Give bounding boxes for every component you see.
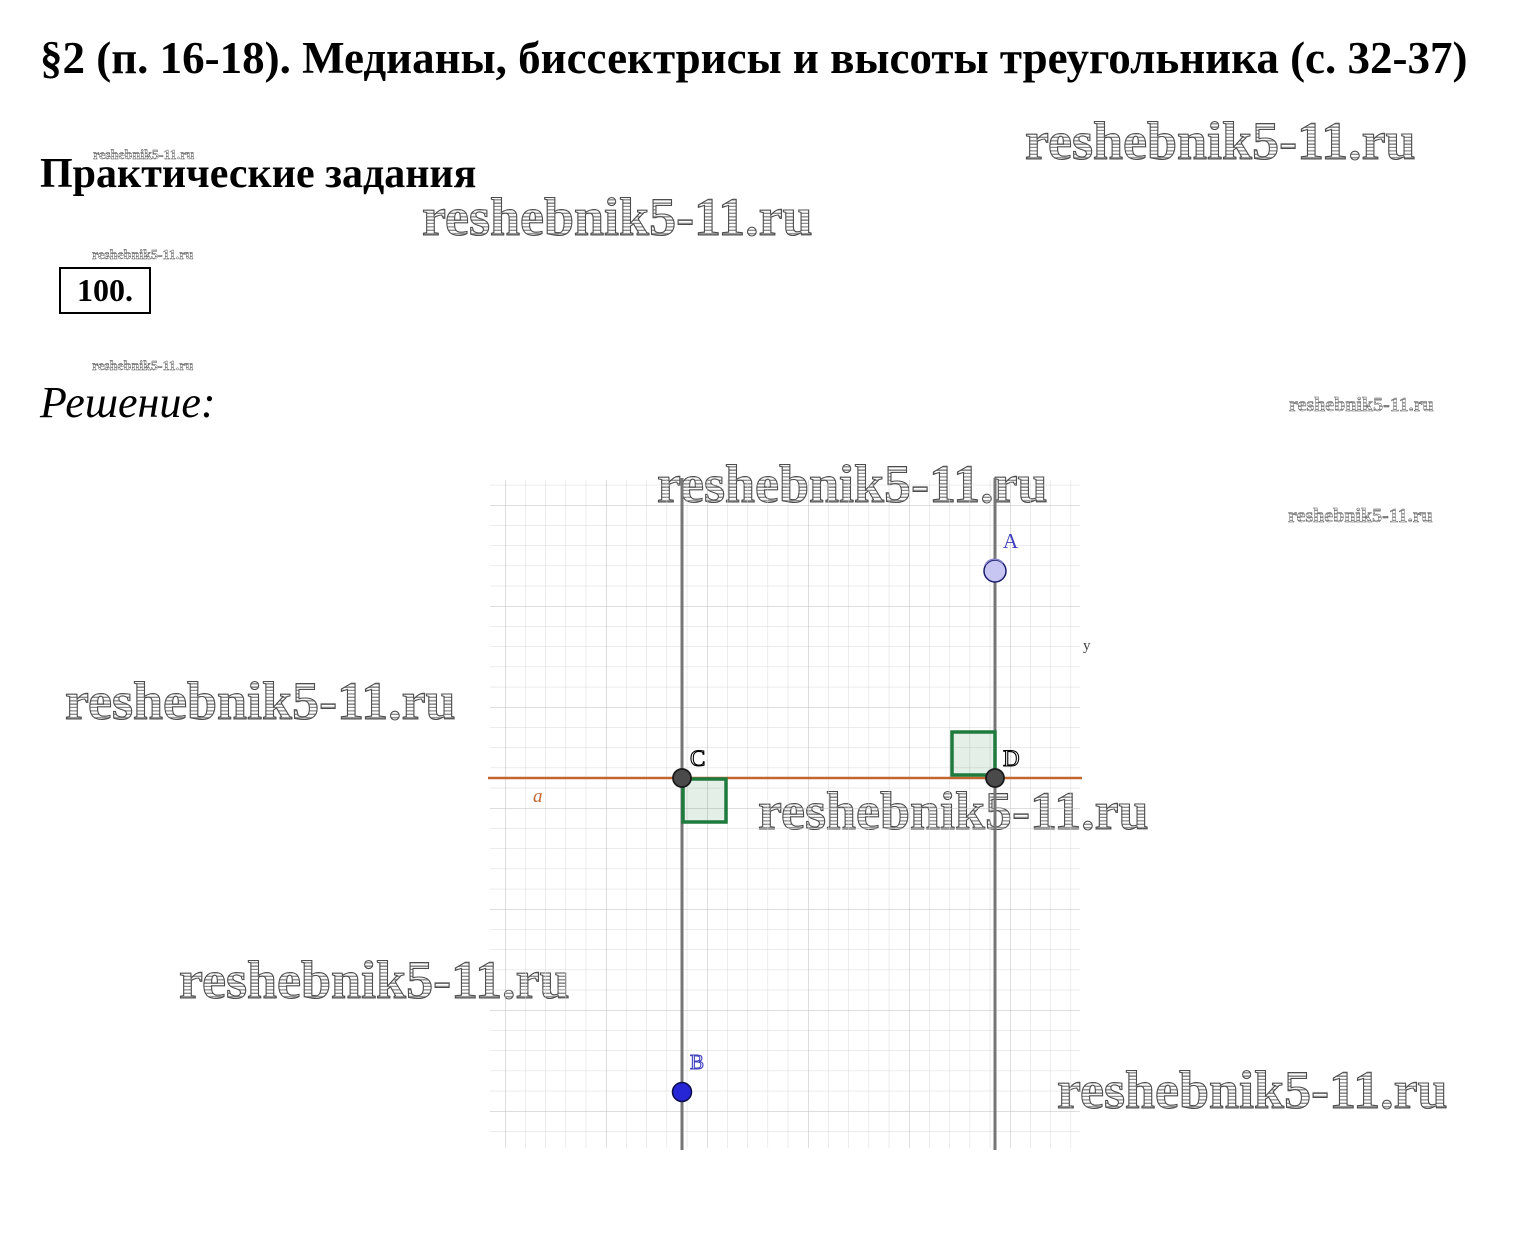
svg-text:a: a [533, 786, 543, 807]
svg-text:D: D [1003, 746, 1020, 771]
svg-text:B: B [690, 1050, 704, 1074]
svg-text:A: A [1003, 529, 1019, 553]
svg-text:y: y [1083, 638, 1091, 654]
svg-text:C: C [690, 746, 705, 771]
